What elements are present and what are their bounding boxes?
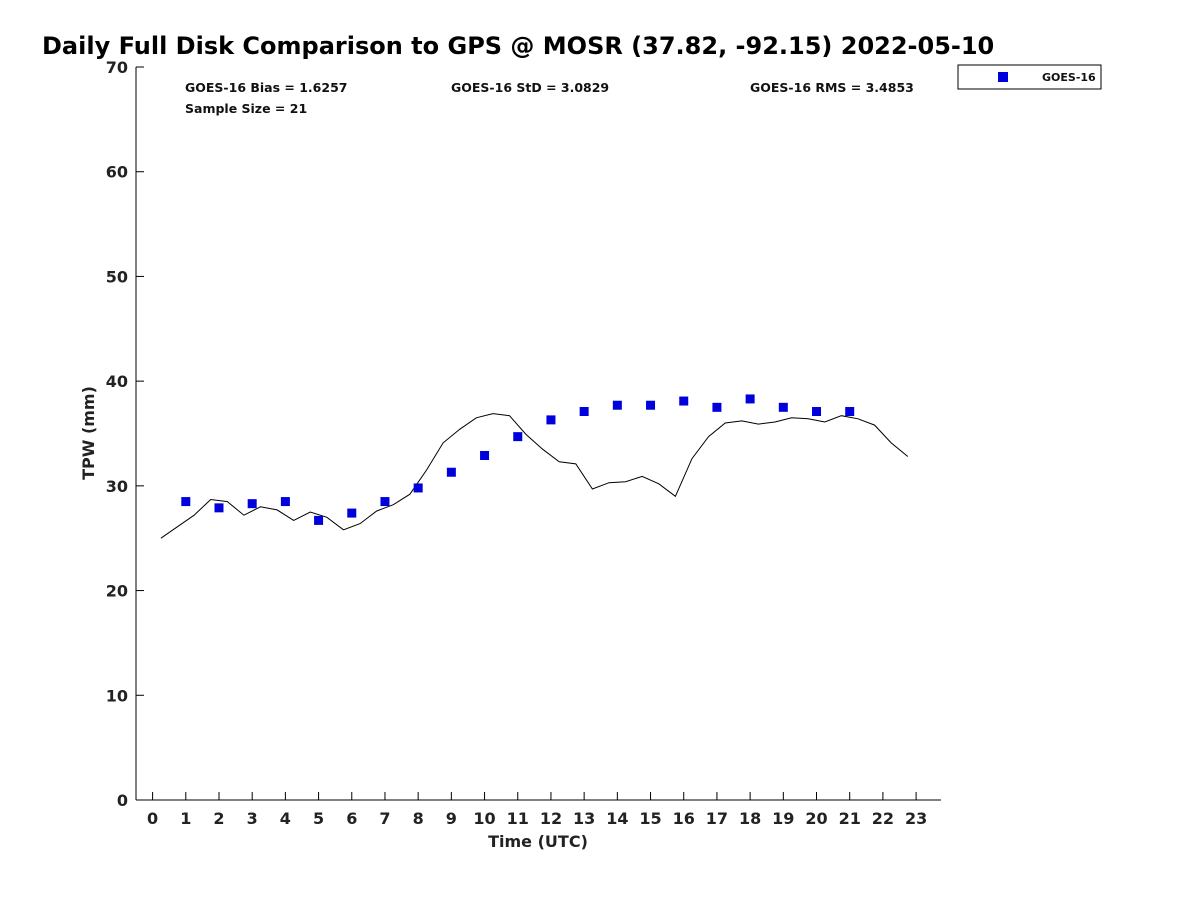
x-tick-label: 6	[346, 809, 357, 828]
goes16-point	[280, 497, 290, 507]
y-tick-label: 70	[106, 58, 128, 77]
x-tick-label: 9	[446, 809, 457, 828]
x-tick-label: 15	[639, 809, 661, 828]
goes16-point	[812, 407, 822, 417]
y-tick-label: 60	[106, 163, 128, 182]
y-axis-label: TPW (mm)	[79, 386, 98, 480]
goes16-point	[778, 402, 788, 412]
goes16-series-markers	[181, 394, 855, 525]
x-axis-label: Time (UTC)	[488, 832, 588, 851]
y-tick-label: 40	[106, 372, 128, 391]
goes16-point	[845, 407, 855, 417]
x-tick-label: 23	[905, 809, 927, 828]
x-tick-label: 11	[507, 809, 529, 828]
goes16-point	[314, 515, 324, 525]
y-tick-label: 30	[106, 477, 128, 496]
goes16-point	[546, 415, 556, 425]
x-tick-label: 4	[280, 809, 291, 828]
x-tick-label: 8	[413, 809, 424, 828]
x-tick-label: 3	[247, 809, 258, 828]
goes16-point	[380, 497, 390, 507]
x-tick-label: 19	[772, 809, 794, 828]
legend-label: GOES-16	[1042, 71, 1096, 84]
goes16-point	[347, 508, 357, 518]
x-tick-label: 5	[313, 809, 324, 828]
goes16-point	[214, 503, 224, 513]
stats-annotations: GOES-16 Bias = 1.6257 GOES-16 StD = 3.08…	[185, 80, 914, 116]
goes16-point	[679, 396, 689, 406]
legend: GOES-16	[957, 64, 1102, 90]
x-tick-label: 18	[739, 809, 761, 828]
std-annotation: GOES-16 StD = 3.0829	[451, 80, 609, 95]
x-tick-label: 16	[673, 809, 695, 828]
goes16-point	[513, 432, 523, 442]
x-tick-label: 7	[379, 809, 390, 828]
goes16-point	[247, 499, 257, 509]
y-tick-label: 20	[106, 582, 128, 601]
rms-annotation: GOES-16 RMS = 3.4853	[750, 80, 914, 95]
goes16-point	[181, 497, 191, 507]
gps-series-line	[160, 413, 909, 539]
x-ticks: 0 1 2 3 4 5 6 7 8 9 10 11 12 13 14 15 16 17 18 19 20 21 22 23	[147, 792, 927, 828]
legend-marker	[998, 72, 1008, 82]
x-tick-label: 17	[706, 809, 728, 828]
goes16-point	[413, 483, 423, 493]
x-tick-label: 2	[213, 809, 224, 828]
y-ticks: 0 10 20 30 40 50 60 70	[106, 58, 144, 810]
goes16-point	[612, 400, 622, 410]
goes16-point	[480, 450, 490, 460]
chart-title: Daily Full Disk Comparison to GPS @ MOSR…	[42, 32, 994, 60]
x-tick-label: 14	[606, 809, 628, 828]
x-tick-label: 1	[180, 809, 191, 828]
y-tick-label: 0	[117, 791, 128, 810]
legend-box	[957, 64, 1102, 90]
goes16-point	[579, 407, 589, 417]
x-tick-label: 22	[872, 809, 894, 828]
y-tick-label: 50	[106, 267, 128, 286]
x-tick-label: 21	[839, 809, 861, 828]
y-tick-label: 10	[106, 686, 128, 705]
sample-size-annotation: Sample Size = 21	[185, 101, 307, 116]
x-tick-label: 10	[473, 809, 495, 828]
goes16-point	[712, 402, 722, 412]
x-tick-label: 0	[147, 809, 158, 828]
x-tick-label: 20	[805, 809, 827, 828]
goes16-point	[745, 394, 755, 404]
goes16-point	[646, 400, 656, 410]
x-tick-label: 12	[540, 809, 562, 828]
goes16-point	[446, 467, 456, 477]
x-tick-label: 13	[573, 809, 595, 828]
bias-annotation: GOES-16 Bias = 1.6257	[185, 80, 347, 95]
